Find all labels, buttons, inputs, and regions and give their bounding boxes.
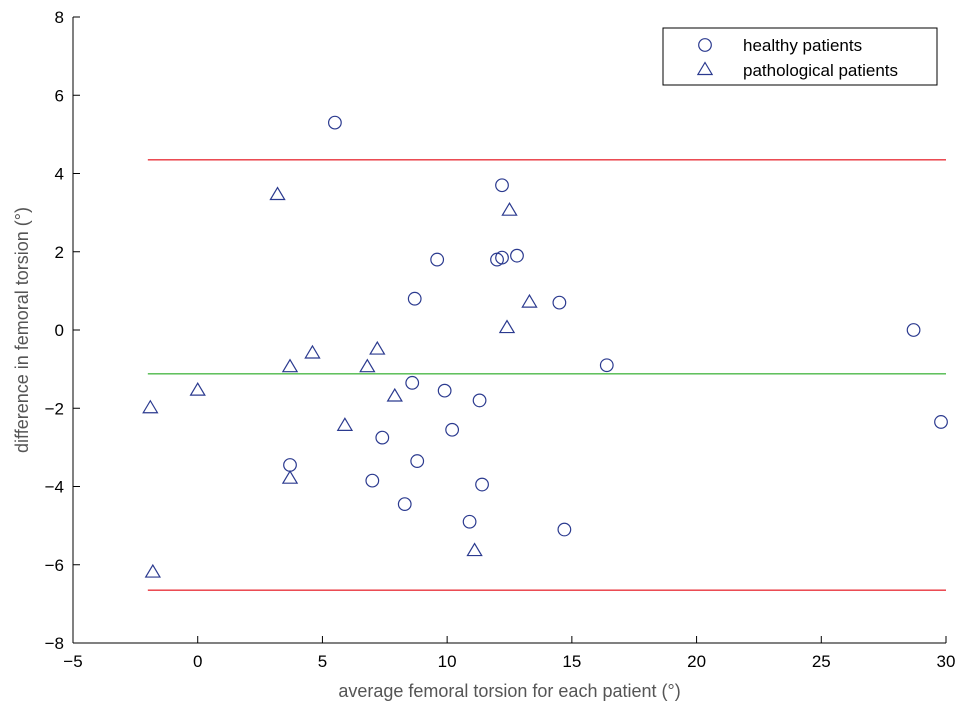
pathological-point <box>521 293 538 308</box>
healthy-point <box>462 514 477 529</box>
y-tick-label: 0 <box>55 321 64 340</box>
x-tick-label: 25 <box>812 652 831 671</box>
healthy-point <box>445 422 460 437</box>
legend-triangle-marker <box>696 61 714 76</box>
healthy-point <box>375 430 390 445</box>
legend-circle-marker <box>698 38 712 52</box>
healthy-point <box>557 522 572 537</box>
healthy-point <box>934 415 948 429</box>
reference-lines <box>147 159 946 591</box>
y-tick-label: −2 <box>45 399 64 418</box>
x-tick-label: 15 <box>562 652 581 671</box>
legend-box <box>662 27 938 86</box>
pathological-point <box>144 563 161 578</box>
pathological-point <box>359 358 376 373</box>
y-axis-label: difference in femoral torsion (°) <box>12 207 32 453</box>
pathological-point <box>281 469 299 484</box>
x-tick-label: 5 <box>318 652 327 671</box>
pathological-point <box>336 417 354 431</box>
pathological-point <box>189 381 206 396</box>
healthy-point <box>405 375 420 390</box>
healthy-point <box>410 454 425 468</box>
healthy-point <box>430 252 445 267</box>
y-tick-label: 6 <box>55 86 64 105</box>
x-tick-label: −5 <box>63 652 82 671</box>
pathological-point <box>498 319 516 334</box>
healthy-point <box>495 178 509 193</box>
y-tick-label: −8 <box>45 634 64 653</box>
data-markers <box>142 115 948 578</box>
y-ticks: −8 −6 −4 −2 0 2 4 6 8 <box>45 8 80 653</box>
healthy-point <box>475 477 489 492</box>
x-tick-label: 30 <box>937 652 956 671</box>
pathological-point <box>386 387 403 402</box>
y-tick-label: 2 <box>55 243 64 262</box>
pathological-point <box>501 201 518 216</box>
y-tick-label: −4 <box>45 478 64 497</box>
healthy-point <box>495 250 509 265</box>
pathological-point <box>269 186 286 201</box>
pathological-point <box>466 542 483 557</box>
healthy-point <box>283 458 297 472</box>
healthy-point <box>397 497 412 512</box>
x-tick-label: 0 <box>193 652 202 671</box>
legend-label: pathological patients <box>743 61 898 80</box>
x-ticks: −5 0 5 10 15 20 25 30 <box>63 636 955 671</box>
axes: −5 0 5 10 15 20 25 30 −8 −6 −4 −2 0 2 4 6 8 <box>45 8 956 671</box>
healthy-point <box>510 248 524 263</box>
x-axis-label: average femoral torsion for each patient… <box>338 681 680 701</box>
pathological-point <box>142 399 159 414</box>
legend-label: healthy patients <box>743 36 862 55</box>
healthy-point <box>906 323 921 337</box>
x-tick-label: 20 <box>687 652 706 671</box>
legend: healthy patients pathological patients <box>662 27 938 86</box>
x-tick-label: 10 <box>438 652 457 671</box>
healthy-point <box>599 358 614 373</box>
healthy-point <box>328 115 342 130</box>
healthy-point <box>472 393 487 408</box>
pathological-point <box>281 358 299 373</box>
y-tick-label: 4 <box>55 165 64 184</box>
healthy-point <box>407 291 422 306</box>
healthy-point <box>365 473 380 488</box>
pathological-point <box>304 344 321 359</box>
healthy-point <box>437 383 452 398</box>
y-tick-label: −6 <box>45 556 64 575</box>
y-tick-label: 8 <box>55 8 64 27</box>
pathological-point <box>369 340 386 355</box>
healthy-point <box>552 295 567 310</box>
